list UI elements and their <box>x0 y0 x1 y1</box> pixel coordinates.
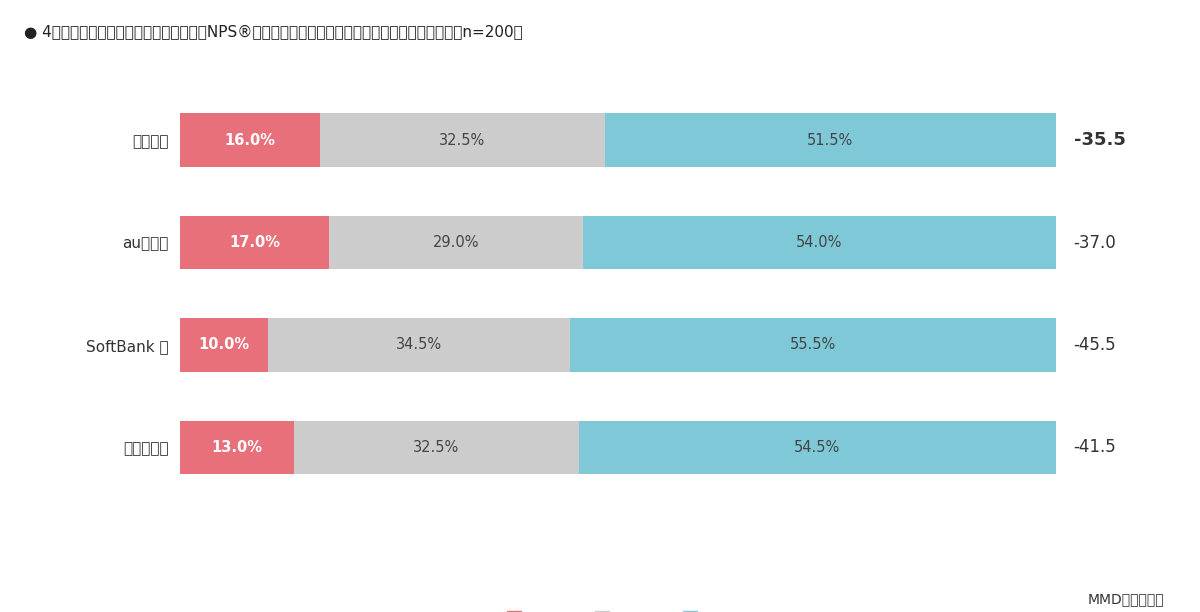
Bar <box>294 421 578 474</box>
Text: 54.0%: 54.0% <box>797 235 842 250</box>
Bar <box>180 421 294 474</box>
Bar <box>329 216 583 269</box>
Text: 54.5%: 54.5% <box>794 440 840 455</box>
Bar <box>605 113 1056 166</box>
Text: 51.5%: 51.5% <box>808 133 853 147</box>
Text: 55.5%: 55.5% <box>790 337 836 353</box>
Bar <box>583 216 1056 269</box>
Text: 10.0%: 10.0% <box>198 337 250 353</box>
Text: ● 4キャリアが提供する光回線サービスのNPS®（ネット・プロモーター・スコア／顧客推奨度、各n=200）: ● 4キャリアが提供する光回線サービスのNPS®（ネット・プロモーター・スコア／… <box>24 24 523 40</box>
Text: 32.5%: 32.5% <box>439 133 486 147</box>
Text: 16.0%: 16.0% <box>224 133 276 147</box>
Bar <box>578 421 1056 474</box>
Text: 17.0%: 17.0% <box>229 235 280 250</box>
Text: -37.0: -37.0 <box>1074 234 1116 252</box>
Text: 13.0%: 13.0% <box>211 440 263 455</box>
Text: 32.5%: 32.5% <box>413 440 460 455</box>
Bar <box>180 318 268 371</box>
Bar <box>180 216 329 269</box>
Bar <box>180 113 320 166</box>
Bar <box>268 318 570 371</box>
Text: -41.5: -41.5 <box>1074 438 1116 457</box>
Text: 34.5%: 34.5% <box>396 337 442 353</box>
Text: -35.5: -35.5 <box>1074 131 1126 149</box>
Text: -45.5: -45.5 <box>1074 336 1116 354</box>
Bar <box>570 318 1056 371</box>
Text: 29.0%: 29.0% <box>433 235 479 250</box>
Text: MMD研究所調べ: MMD研究所調べ <box>1087 592 1164 606</box>
Legend: 推奨者, 中立者, 批判者: 推奨者, 中立者, 批判者 <box>502 605 734 612</box>
Bar <box>320 113 605 166</box>
